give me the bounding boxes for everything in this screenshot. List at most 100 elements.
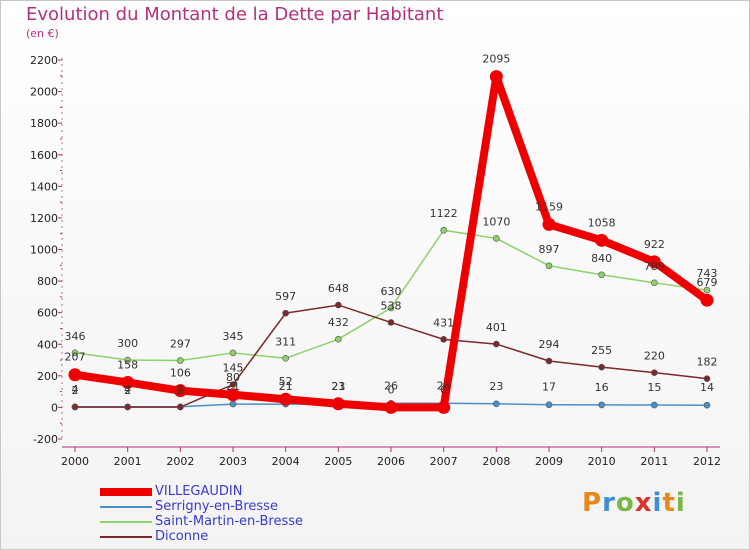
data-label: 207 <box>65 351 86 364</box>
legend-swatch <box>100 488 152 496</box>
data-label: 220 <box>644 350 665 363</box>
data-point <box>331 397 345 411</box>
series-line-villegaudin <box>74 72 710 412</box>
data-point <box>700 293 714 307</box>
data-point <box>703 286 711 294</box>
logo-letter: t <box>662 488 676 518</box>
data-point <box>229 349 237 357</box>
x-tick-label: 2001 <box>114 455 142 468</box>
data-point <box>489 70 503 84</box>
data-label: 23 <box>489 380 503 393</box>
data-point <box>493 340 500 348</box>
data-point <box>387 304 395 312</box>
data-label: 26 <box>437 379 451 392</box>
data-point <box>437 400 451 414</box>
data-point <box>703 375 711 382</box>
data-label: 17 <box>542 381 556 394</box>
y-tick-label: 800 <box>37 275 58 288</box>
data-label: 538 <box>381 299 402 312</box>
data-label: 21 <box>226 380 240 393</box>
data-point <box>651 279 658 287</box>
data-point <box>598 363 605 371</box>
y-tick-label: 200 <box>37 370 58 383</box>
x-tick-label: 2006 <box>377 455 405 468</box>
data-label: 145 <box>223 362 244 375</box>
data-label: 648 <box>328 282 349 295</box>
y-tick-label: 1600 <box>30 149 58 162</box>
data-label: 294 <box>539 338 560 351</box>
data-point <box>545 262 553 270</box>
data-label: 297 <box>170 338 191 351</box>
data-point <box>493 235 500 242</box>
data-label: 2 <box>72 384 79 397</box>
data-label: 14 <box>700 381 714 394</box>
data-point <box>545 357 553 365</box>
data-label: 300 <box>117 337 138 350</box>
data-label: 23 <box>331 380 345 393</box>
data-label: 630 <box>381 285 402 298</box>
data-label: 346 <box>65 330 86 343</box>
legend-item: Saint-Martin-en-Bresse <box>100 514 400 530</box>
data-point <box>440 226 447 234</box>
y-tick-label: 400 <box>37 338 58 351</box>
legend-item: Diconne <box>100 529 400 545</box>
legend-label: Diconne <box>155 529 209 544</box>
data-point <box>173 384 187 398</box>
data-label: 2 <box>124 384 131 397</box>
data-point <box>177 357 184 364</box>
x-tick-label: 2011 <box>640 455 668 468</box>
x-tick-label: 2005 <box>324 455 352 468</box>
data-point <box>542 217 556 231</box>
data-label: 255 <box>591 344 612 357</box>
data-label: 2 <box>177 384 184 397</box>
legend-swatch <box>100 536 152 538</box>
legend-swatch <box>100 521 152 523</box>
data-point <box>651 369 658 376</box>
data-label: 4 <box>124 383 131 396</box>
legend-item: Serrigny-en-Bresse <box>100 499 400 515</box>
x-tick-label: 2000 <box>61 455 89 468</box>
data-point <box>177 403 184 411</box>
x-tick-label: 2007 <box>430 455 458 468</box>
data-label: 789 <box>644 260 665 273</box>
data-point <box>124 403 131 411</box>
data-label: 345 <box>223 330 244 343</box>
legend-item: VILLEGAUDIN <box>100 484 400 500</box>
data-point <box>440 336 447 343</box>
data-point <box>121 375 135 389</box>
legend: VILLEGAUDIN Serrigny-en-Bresse Saint-Marti… <box>100 484 400 545</box>
data-point <box>651 401 658 409</box>
x-tick-label: 2002 <box>166 455 194 468</box>
data-label: 311 <box>275 335 296 348</box>
series-layer <box>68 70 714 414</box>
logo-letter: i <box>652 488 663 518</box>
y-tick-label: 2200 <box>30 54 58 67</box>
data-label: 21 <box>279 380 293 393</box>
x-tick-label: 2012 <box>693 455 721 468</box>
data-label: 0 <box>388 383 395 396</box>
data-point <box>545 401 553 409</box>
data-point <box>229 400 237 408</box>
chart-subtitle: (en €) <box>26 27 59 40</box>
data-point <box>703 401 711 409</box>
data-label: 840 <box>591 252 612 265</box>
data-label: 597 <box>275 290 296 303</box>
data-label: 2095 <box>482 53 510 66</box>
chart-title: Evolution du Montant de la Dette par Hab… <box>26 4 444 25</box>
data-label: 1159 <box>535 200 563 213</box>
data-point <box>71 403 79 411</box>
data-point <box>384 400 398 414</box>
legend-label: VILLEGAUDIN <box>155 484 243 499</box>
data-label: 1070 <box>482 215 510 228</box>
data-point <box>68 368 82 382</box>
data-label: 52 <box>279 375 293 388</box>
data-label: 1122 <box>430 207 458 220</box>
data-point <box>595 233 609 247</box>
data-label: 182 <box>697 356 718 369</box>
data-label: 0 <box>440 383 447 396</box>
y-tick-label: 1200 <box>30 212 58 225</box>
data-label: 16 <box>595 381 609 394</box>
